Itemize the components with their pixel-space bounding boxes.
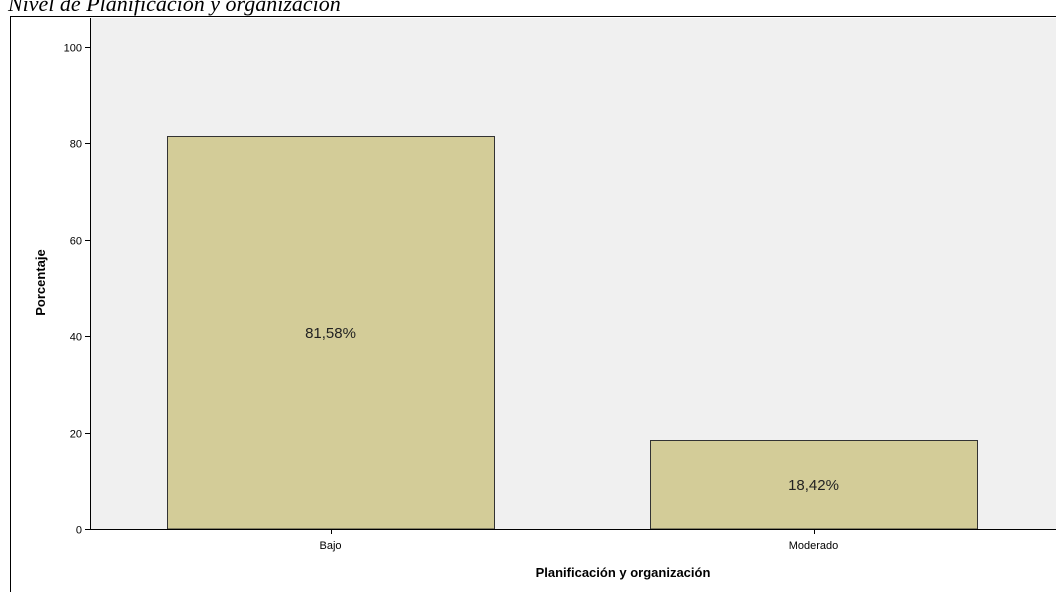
y-axis-title: Porcentaje <box>33 249 48 315</box>
y-tick-label: 100 <box>64 43 82 55</box>
axes-layer: 0 20 40 60 80 100 Bajo Moderado <box>64 18 1056 552</box>
x-axis-title: Planificación y organización <box>536 565 711 580</box>
y-tick-label: 40 <box>70 332 82 344</box>
y-tick-label: 20 <box>70 429 82 441</box>
x-tick-label: Moderado <box>789 540 839 552</box>
figure-caption: Nivel de Planificación y organización <box>8 0 341 16</box>
bar-data-label: 18,42% <box>788 477 839 494</box>
x-tick-label: Bajo <box>319 540 341 552</box>
bar-data-label: 81,58% <box>305 325 356 342</box>
bar-moderado <box>650 440 978 530</box>
y-tick-label: 0 <box>76 525 82 537</box>
y-tick-label: 80 <box>70 139 82 151</box>
y-tick-label: 60 <box>70 236 82 248</box>
